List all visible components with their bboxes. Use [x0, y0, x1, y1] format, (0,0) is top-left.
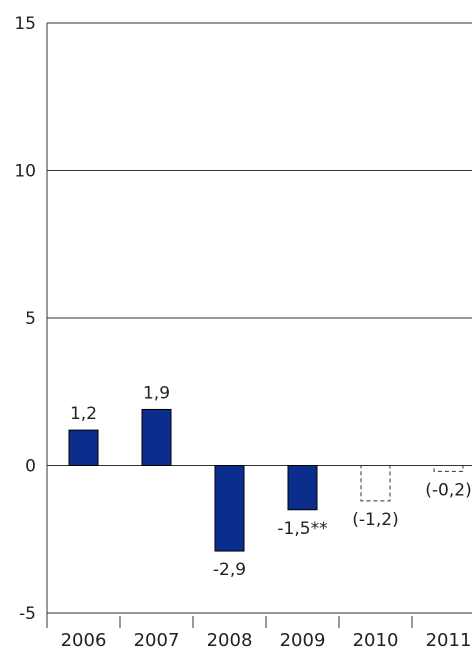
bar [214, 465, 245, 552]
x-tick-label: 2008 [207, 630, 253, 651]
y-tick-label: -5 [19, 604, 36, 624]
bars [68, 408, 464, 552]
x-tick-label: 2011 [426, 630, 472, 651]
bar-forecast [360, 465, 391, 502]
x-tick-label: 2010 [353, 630, 399, 651]
data-label: (-1,2) [352, 510, 398, 530]
data-label: -1,5** [277, 519, 327, 539]
bar [68, 429, 99, 467]
x-tick-label: 2007 [134, 630, 180, 651]
y-tick-label: 10 [14, 162, 36, 182]
x-tick-label: 2006 [61, 630, 107, 651]
axes [46, 23, 413, 628]
labels: -5 0 5 10 15 1,2 2006 1,9 2007 -2,9 2008 -1,5** 2009… [14, 14, 471, 651]
x-tick-label: 2009 [280, 630, 326, 651]
y-tick-label: 5 [25, 309, 36, 329]
data-label: (-0,2) [425, 480, 471, 500]
bar-forecast [433, 465, 464, 472]
y-tick-label: 15 [14, 14, 36, 34]
data-label: 1,2 [70, 404, 97, 424]
data-label: -2,9 [213, 560, 246, 580]
bar [141, 408, 172, 467]
bar [287, 465, 318, 511]
data-label: 1,9 [143, 383, 170, 403]
y-tick-label: 0 [25, 457, 36, 477]
grid-lines [47, 22, 472, 614]
